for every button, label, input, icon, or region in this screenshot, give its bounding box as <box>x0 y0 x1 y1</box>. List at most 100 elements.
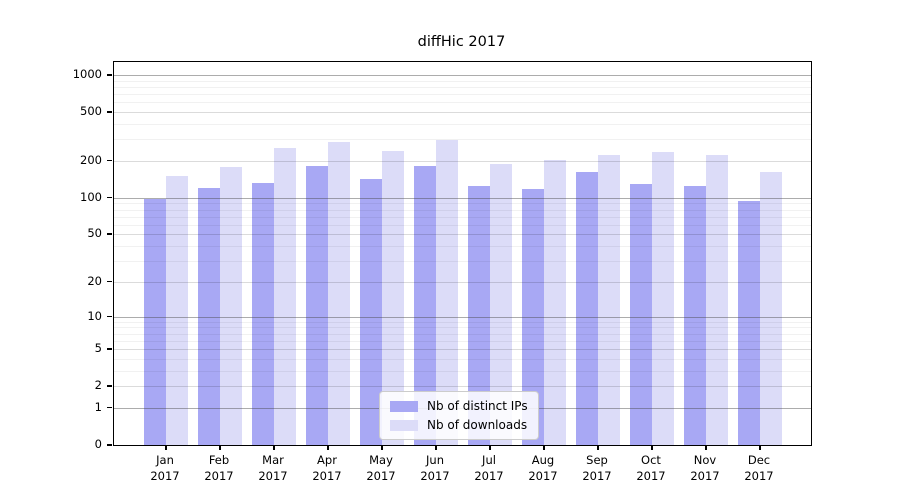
y-tick-20 <box>107 280 112 283</box>
x-tick-label-jul: Jul 2017 <box>462 452 516 484</box>
x-label-line: Feb <box>208 453 230 467</box>
x-tick-label-sep: Sep 2017 <box>570 452 624 484</box>
bar-jun-distinct-ips <box>414 166 436 445</box>
y-tick-0 <box>107 444 112 446</box>
legend-label-distinct-ips: Nb of distinct IPs <box>427 399 528 413</box>
bar-sep-downloads <box>598 154 620 445</box>
x-label-line: 2017 <box>204 469 234 483</box>
x-tick-label-oct: Oct 2017 <box>624 452 678 484</box>
x-tick-feb <box>219 445 221 450</box>
x-tick-apr <box>327 445 329 450</box>
bar-feb-downloads <box>220 166 242 445</box>
x-label-line: 2017 <box>582 469 612 483</box>
y-tick-label-20: 20 <box>87 273 102 288</box>
x-label-line: Mar <box>262 453 284 467</box>
y-tick-1000 <box>107 74 112 76</box>
legend-item-distinct-ips: Nb of distinct IPs <box>390 399 528 413</box>
x-label-line: 2017 <box>690 469 720 483</box>
y-tick-label-0: 0 <box>94 437 102 451</box>
x-label-line: 2017 <box>420 469 450 483</box>
bar-may-distinct-ips <box>360 179 382 445</box>
bar-jan-downloads <box>166 175 188 445</box>
bar-mar-downloads <box>274 148 296 445</box>
x-tick-label-jun: Jun 2017 <box>408 452 462 484</box>
x-tick-may <box>381 445 383 450</box>
x-tick-label-feb: Feb 2017 <box>192 452 246 484</box>
y-tick-label-1: 1 <box>94 399 102 414</box>
x-tick-jan <box>165 445 167 450</box>
bar-jul-distinct-ips <box>468 185 490 445</box>
legend-item-downloads: Nb of downloads <box>390 418 528 432</box>
x-tick-aug <box>543 445 545 450</box>
bar-dec-distinct-ips <box>738 200 760 445</box>
gridline-minor-900 <box>114 80 811 82</box>
x-tick-label-nov: Nov 2017 <box>678 452 732 484</box>
gridline-500 <box>114 112 811 114</box>
y-tick-label-2: 2 <box>94 378 102 393</box>
x-label-line: Jan <box>156 453 174 467</box>
bar-feb-distinct-ips <box>198 188 220 445</box>
bar-aug-downloads <box>544 160 566 445</box>
x-tick-nov <box>705 445 707 450</box>
legend-label-downloads: Nb of downloads <box>427 418 528 432</box>
gridline-minor-600 <box>114 102 811 104</box>
y-tick-label-1000: 1000 <box>72 67 102 82</box>
bar-nov-downloads <box>706 155 728 445</box>
x-tick-dec <box>759 445 761 450</box>
y-tick-label-100: 100 <box>80 189 102 204</box>
x-label-line: 2017 <box>366 469 396 483</box>
y-tick-label-200: 200 <box>80 152 102 167</box>
x-label-line: May <box>369 453 393 467</box>
plot-area <box>113 61 812 446</box>
bar-nov-distinct-ips <box>684 186 706 445</box>
x-tick-label-apr: Apr 2017 <box>300 452 354 484</box>
x-label-line: Sep <box>586 453 608 467</box>
y-tick-500 <box>107 111 112 113</box>
bar-dec-downloads <box>760 171 782 445</box>
y-tick-2 <box>107 385 112 387</box>
x-tick-jul <box>489 445 491 450</box>
gridline-minor-400 <box>114 124 811 125</box>
y-tick-label-10: 10 <box>87 308 102 323</box>
bar-sep-distinct-ips <box>576 171 598 445</box>
y-tick-50 <box>107 233 112 235</box>
legend-swatch-distinct-ips <box>390 400 418 412</box>
y-tick-100 <box>107 196 112 199</box>
gridline-minor-800 <box>114 86 811 88</box>
chart-title: diffHic 2017 <box>417 34 506 50</box>
y-tick-label-500: 500 <box>80 104 102 119</box>
y-tick-label-5: 5 <box>94 341 102 356</box>
gridline-1000 <box>114 75 811 77</box>
x-label-line: 2017 <box>258 469 288 483</box>
x-tick-oct <box>651 445 653 450</box>
bar-jul-downloads <box>490 164 512 445</box>
x-label-line: 2017 <box>744 469 774 483</box>
y-tick-1 <box>107 406 112 409</box>
gridline-minor-700 <box>114 94 811 96</box>
bar-apr-distinct-ips <box>306 166 328 445</box>
x-tick-sep <box>597 445 599 450</box>
x-label-line: Apr <box>317 453 337 467</box>
x-label-line: Dec <box>747 453 771 467</box>
x-tick-label-jan: Jan 2017 <box>138 452 192 484</box>
x-label-line: 2017 <box>528 469 558 483</box>
x-label-line: Jul <box>482 453 496 467</box>
x-label-line: Jun <box>426 453 444 467</box>
x-label-line: 2017 <box>636 469 666 483</box>
x-tick-mar <box>273 445 275 450</box>
bar-jun-downloads <box>436 139 458 445</box>
x-label-line: Nov <box>693 453 717 467</box>
y-tick-200 <box>107 159 112 162</box>
bar-may-downloads <box>382 150 404 445</box>
bar-aug-distinct-ips <box>522 189 544 445</box>
x-tick-label-aug: Aug 2017 <box>516 452 570 484</box>
legend: Nb of distinct IPs Nb of downloads <box>379 391 539 440</box>
legend-swatch-downloads <box>390 419 418 431</box>
x-label-line: 2017 <box>150 469 180 483</box>
bar-apr-downloads <box>328 141 350 445</box>
x-label-line: Oct <box>641 453 661 467</box>
x-tick-label-mar: Mar 2017 <box>246 452 300 484</box>
x-label-line: Aug <box>531 453 555 467</box>
x-label-line: 2017 <box>474 469 504 483</box>
